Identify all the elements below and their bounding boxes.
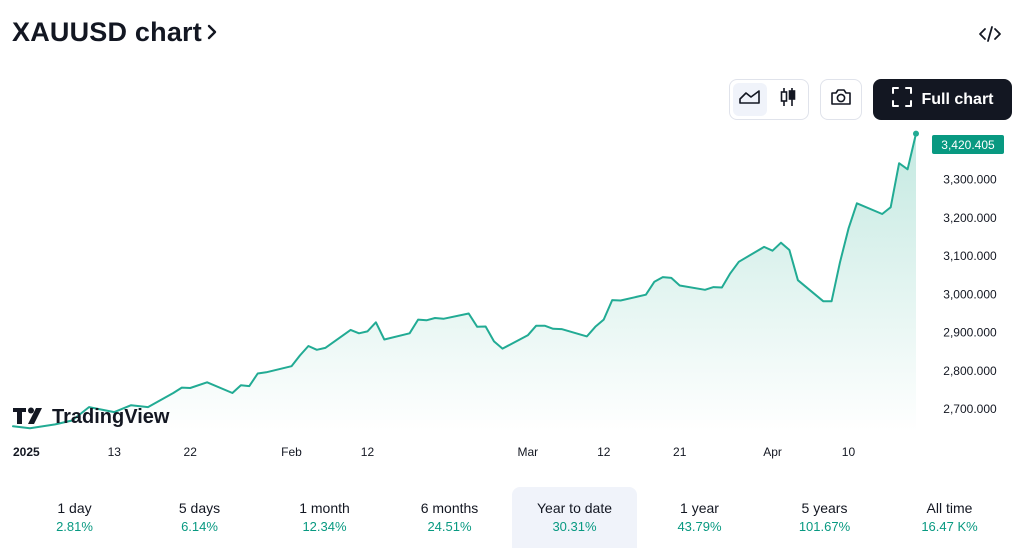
period-change: 2.81% bbox=[56, 519, 93, 534]
period-selector: 1 day 2.81% 5 days 6.14% 1 month 12.34% … bbox=[12, 487, 1012, 548]
last-price-text: 3,420.405 bbox=[941, 138, 995, 152]
period-label: 5 days bbox=[178, 500, 221, 516]
period-label: 1 year bbox=[680, 500, 719, 516]
period-all-time[interactable]: All time 16.47 K% bbox=[887, 487, 1012, 548]
tradingview-logo-icon bbox=[13, 407, 42, 424]
full-chart-button[interactable]: Full chart bbox=[873, 79, 1012, 120]
period-5-days[interactable]: 5 days 6.14% bbox=[137, 487, 262, 548]
y-tick-label: 2,800.000 bbox=[943, 364, 997, 378]
period-label: Year to date bbox=[537, 500, 612, 516]
period-1-year[interactable]: 1 year 43.79% bbox=[637, 487, 762, 548]
page-title: XAUUSD chart bbox=[12, 17, 202, 47]
period-1-day[interactable]: 1 day 2.81% bbox=[12, 487, 137, 548]
period-label: 6 months bbox=[420, 500, 479, 516]
period-change: 30.31% bbox=[552, 519, 597, 534]
last-price-label: 3,420.405 bbox=[932, 135, 1004, 154]
x-axis: 2025 13 22 Feb 12 Mar 12 21 Apr 10 bbox=[13, 445, 855, 459]
x-tick-label: Feb bbox=[281, 445, 302, 459]
symbol-title-link[interactable]: XAUUSD chart bbox=[12, 17, 218, 48]
chart-style-toggle bbox=[729, 79, 809, 120]
period-change: 16.47 K% bbox=[921, 519, 978, 534]
price-chart[interactable]: 3,300.000 3,200.000 3,100.000 3,000.000 2,90… bbox=[0, 0, 1024, 470]
area-chart-button[interactable] bbox=[733, 83, 767, 116]
area-chart-icon bbox=[738, 87, 762, 112]
period-label: 5 years bbox=[801, 500, 848, 516]
period-1-month[interactable]: 1 month 12.34% bbox=[262, 487, 387, 548]
x-tick-label: 21 bbox=[673, 445, 687, 459]
price-area-fill bbox=[13, 133, 916, 432]
period-6-months[interactable]: 6 months 24.51% bbox=[387, 487, 512, 548]
y-tick-label: 2,900.000 bbox=[943, 326, 997, 340]
y-tick-label: 3,100.000 bbox=[943, 249, 997, 263]
candlestick-chart-button[interactable] bbox=[771, 83, 805, 116]
fullscreen-icon bbox=[891, 86, 913, 113]
period-label: 1 day bbox=[57, 500, 92, 516]
period-change: 43.79% bbox=[677, 519, 722, 534]
period-change: 12.34% bbox=[302, 519, 347, 534]
x-tick-label: 22 bbox=[184, 445, 198, 459]
chevron-right-icon bbox=[206, 23, 218, 46]
x-tick-label: 12 bbox=[597, 445, 611, 459]
snapshot-button[interactable] bbox=[820, 79, 862, 120]
y-tick-label: 2,700.000 bbox=[943, 402, 997, 416]
period-5-years[interactable]: 5 years 101.67% bbox=[762, 487, 887, 548]
code-embed-icon[interactable] bbox=[974, 20, 1006, 48]
y-tick-label: 3,300.000 bbox=[943, 173, 997, 187]
period-change: 24.51% bbox=[427, 519, 472, 534]
period-change: 6.14% bbox=[181, 519, 218, 534]
y-tick-label: 3,200.000 bbox=[943, 211, 997, 225]
camera-icon bbox=[829, 87, 853, 112]
tradingview-logo: TradingView bbox=[13, 406, 170, 428]
price-line bbox=[12, 132, 917, 430]
tradingview-logo-text: TradingView bbox=[52, 406, 170, 428]
last-price-dot bbox=[913, 130, 919, 137]
x-tick-label: 10 bbox=[842, 445, 856, 459]
x-tick-label: Apr bbox=[763, 445, 782, 459]
x-tick-label: 2025 bbox=[13, 445, 40, 459]
x-tick-label: 13 bbox=[108, 445, 122, 459]
y-tick-label: 3,000.000 bbox=[943, 287, 997, 301]
full-chart-label: Full chart bbox=[921, 90, 994, 108]
period-year-to-date[interactable]: Year to date 30.31% bbox=[512, 487, 637, 548]
x-tick-label: 12 bbox=[361, 445, 375, 459]
period-label: 1 month bbox=[299, 500, 350, 516]
period-label: All time bbox=[926, 500, 973, 516]
candlestick-icon bbox=[777, 86, 799, 113]
y-axis: 3,300.000 3,200.000 3,100.000 3,000.000 2,90… bbox=[943, 173, 997, 416]
period-change: 101.67% bbox=[798, 519, 851, 534]
x-tick-label: Mar bbox=[517, 445, 538, 459]
